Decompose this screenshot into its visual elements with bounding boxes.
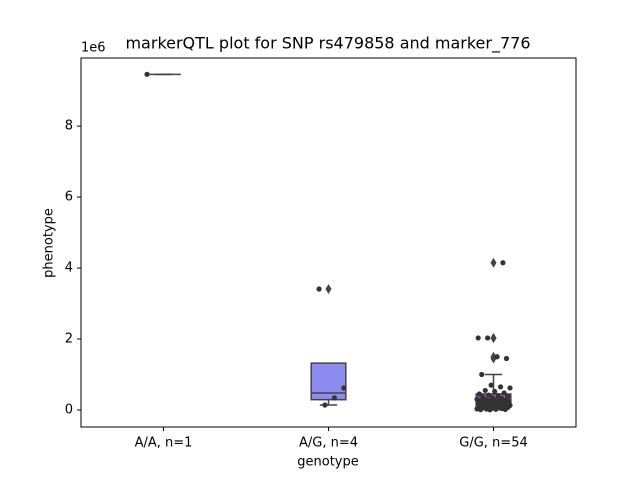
- point: [486, 392, 492, 398]
- x-tick-label: A/A, n=1: [135, 436, 193, 451]
- point: [501, 390, 507, 396]
- point: [341, 385, 347, 391]
- point: [493, 406, 499, 412]
- point: [475, 335, 481, 341]
- point: [503, 355, 510, 362]
- box: [310, 362, 347, 401]
- x-axis-label: genotype: [297, 455, 358, 470]
- outlier: [490, 257, 497, 268]
- point: [497, 384, 504, 390]
- y-tick-label: 4: [65, 261, 73, 276]
- chart-title: markerQTL plot for SNP rs479858 and mark…: [125, 34, 530, 54]
- point: [507, 385, 513, 391]
- point: [477, 407, 484, 413]
- outlier: [325, 283, 332, 294]
- point: [485, 335, 491, 341]
- point: [331, 395, 337, 401]
- point: [492, 388, 498, 395]
- y-tick-label: 6: [65, 190, 73, 205]
- point: [476, 391, 482, 397]
- y-tick-label: 2: [65, 332, 73, 347]
- y-tick-label: 0: [65, 402, 73, 417]
- y-tick-label: 8: [65, 119, 73, 134]
- point: [488, 382, 494, 388]
- x-tick-label: A/G, n=4: [299, 436, 358, 451]
- point: [487, 407, 493, 413]
- plot-frame: [80, 57, 577, 428]
- x-tick-label: G/G, n=54: [459, 436, 527, 451]
- y-axis-label: phenotype: [42, 208, 57, 278]
- point: [479, 371, 485, 378]
- offset-text: 1e6: [81, 41, 106, 56]
- point: [144, 71, 150, 77]
- point: [316, 286, 322, 292]
- outlier: [490, 332, 497, 343]
- point: [502, 406, 508, 413]
- point: [322, 402, 328, 408]
- point: [505, 393, 511, 400]
- point: [495, 393, 501, 399]
- point: [482, 387, 488, 394]
- point: [500, 260, 506, 266]
- point: [494, 354, 500, 360]
